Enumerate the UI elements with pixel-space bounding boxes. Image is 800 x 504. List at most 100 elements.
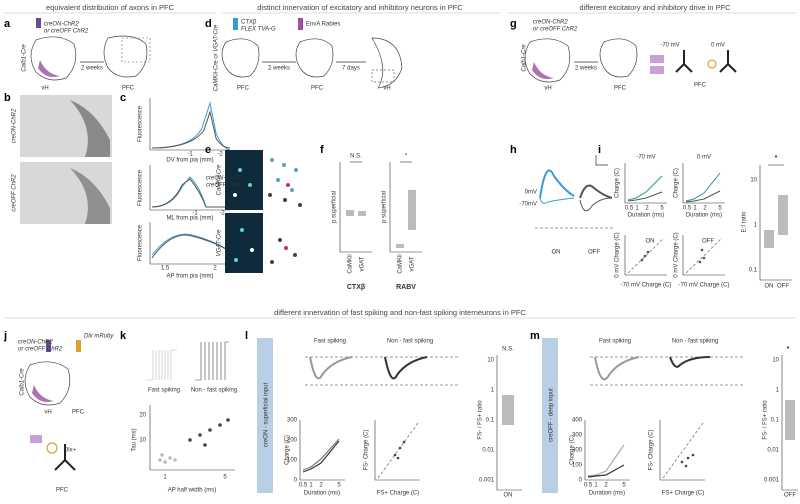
panel-label: g bbox=[510, 18, 517, 30]
figure-text: 0.01 bbox=[482, 448, 494, 454]
figure-text: E:I ratio bbox=[742, 211, 748, 232]
figure-text: Calb1-Cre bbox=[20, 368, 26, 396]
figure-text: CaMKii bbox=[398, 254, 404, 273]
figure-text: 10 bbox=[139, 438, 146, 444]
figure-text: Charge (C) bbox=[285, 435, 291, 465]
figure-text: 2 bbox=[645, 206, 649, 212]
figure-text: 0 bbox=[294, 478, 298, 484]
figure-text: 0 mV bbox=[711, 43, 725, 49]
figure-text: creON - superficial input bbox=[264, 382, 270, 447]
figure-text: FS- Charge (C) bbox=[649, 429, 655, 470]
figure-text: 2 weeks bbox=[268, 66, 290, 72]
panel-label: h bbox=[510, 144, 517, 156]
figure-text: FS- Charge (C) bbox=[364, 429, 370, 470]
figure-text: FLEX TVA-G bbox=[241, 27, 276, 33]
figure-text: 0 mV Charge (C) bbox=[615, 232, 621, 277]
figure-text: 200 bbox=[572, 448, 583, 454]
figure-text: 10 bbox=[772, 358, 779, 364]
figure-text: ML from pia (mm) bbox=[166, 216, 213, 222]
figure-text: 2 weeks bbox=[81, 66, 103, 72]
figure-text: 0.001 bbox=[479, 478, 495, 484]
figure-text: distinct innervation of excitatory and i… bbox=[257, 3, 463, 12]
figure-text: 10 bbox=[750, 178, 757, 184]
figure-text: 5 bbox=[718, 206, 722, 212]
panel-label: a bbox=[4, 18, 11, 30]
figure-text: p superficial bbox=[382, 191, 388, 223]
figure-text: ON bbox=[646, 239, 655, 245]
figure-text: 0.1 bbox=[749, 268, 758, 274]
figure-text: -1 bbox=[192, 211, 198, 217]
figure-text: 1 bbox=[635, 206, 639, 212]
figure-text: CaMKii-Cre bbox=[217, 164, 223, 196]
figure-text: 1 bbox=[754, 223, 758, 229]
figure-text: ON bbox=[765, 284, 774, 290]
figure-text: PFC bbox=[694, 83, 707, 89]
figure-text: Fluorescence bbox=[138, 224, 144, 261]
figure-text: 10 bbox=[487, 358, 494, 364]
figure-text: AP from pia (mm) bbox=[167, 274, 214, 280]
figure-text: FS- / FS+ ratio bbox=[478, 400, 484, 440]
figure-text: 0 bbox=[579, 478, 583, 484]
figure-text: vGAT bbox=[360, 256, 366, 271]
figure-text: -70 mV Charge (C) bbox=[679, 283, 730, 289]
panel-label: k bbox=[120, 330, 127, 342]
figure-text: CTXβ bbox=[241, 20, 257, 26]
figure-text: PFC bbox=[122, 86, 135, 92]
figure-text: creON-ChR2 bbox=[12, 108, 18, 143]
figure-text: p superficial bbox=[332, 191, 338, 223]
figure-text: FS- / FS+ ratio bbox=[763, 400, 769, 440]
figure-text: PFC bbox=[311, 86, 324, 92]
figure-text: 300 bbox=[572, 433, 583, 439]
figure-text: different innervation of fast spiking an… bbox=[274, 308, 526, 317]
figure-text: 0.5 bbox=[299, 483, 308, 489]
figure-text: vH bbox=[383, 86, 390, 92]
figure-text: or creOFF ChR2 bbox=[18, 347, 63, 353]
figure-text: 20 bbox=[139, 413, 146, 419]
figure-text: 200 bbox=[287, 438, 298, 444]
figure-text: AP half width (ms) bbox=[168, 488, 217, 494]
figure-text: creON-ChR2 bbox=[18, 340, 53, 346]
panel-label: l bbox=[245, 330, 248, 342]
figure-text: Charge (C) bbox=[570, 435, 576, 465]
panel-label: b bbox=[4, 92, 11, 104]
figure-text: DV from pia (mm) bbox=[166, 158, 213, 164]
decoration bbox=[4, 12, 798, 493]
figure-text: 0.5 bbox=[683, 206, 692, 212]
figure-text: -70mV bbox=[519, 202, 537, 208]
figure-text: 5 bbox=[223, 475, 227, 481]
figure-text: 5 bbox=[660, 206, 664, 212]
figure-text: or creOFF ChR2 bbox=[44, 29, 89, 35]
figure-text: equivalent distribution of axons in PFC bbox=[46, 3, 175, 12]
figure-text: 0.5 bbox=[625, 206, 634, 212]
figure-text: PFC bbox=[237, 86, 250, 92]
figure-text: creOFF - deep input bbox=[549, 388, 555, 442]
figure-text: Non - fast spiking bbox=[672, 339, 718, 345]
figure-text: PFC bbox=[614, 86, 627, 92]
figure-text: 2 bbox=[319, 483, 323, 489]
figure-text: 1 bbox=[309, 483, 313, 489]
figure-text: OFF bbox=[777, 284, 789, 290]
figure-text: 1 bbox=[491, 388, 495, 394]
figure-text: 0mV bbox=[525, 190, 537, 196]
figure-text: 2 bbox=[703, 206, 707, 212]
figure-text: 300 bbox=[287, 418, 298, 424]
figure-text: creON-ChR2 bbox=[206, 176, 241, 182]
figure-text: * bbox=[787, 346, 790, 353]
figure-text: -1 bbox=[187, 152, 193, 158]
figure-text: creON-ChR2 bbox=[533, 20, 568, 26]
figure-text: vH bbox=[544, 86, 551, 92]
figure-text: Dlx mRuby bbox=[84, 334, 114, 340]
figure-text: 5 bbox=[337, 483, 341, 489]
panel-label: d bbox=[205, 18, 212, 30]
figure-text: Non - fast spiking bbox=[387, 339, 433, 345]
figure-text: Fluorescence bbox=[138, 169, 144, 206]
figure-text: 1 bbox=[594, 483, 598, 489]
figure-text: Charge (C) bbox=[674, 168, 680, 198]
figure-text: * bbox=[775, 155, 778, 162]
figure-text: 100 bbox=[572, 463, 583, 469]
figure-text: 0.01 bbox=[767, 448, 779, 454]
figure-text: * bbox=[405, 154, 408, 160]
figure-text: Tau (ms) bbox=[132, 428, 138, 451]
figure-text: Duration (ms) bbox=[628, 213, 664, 219]
